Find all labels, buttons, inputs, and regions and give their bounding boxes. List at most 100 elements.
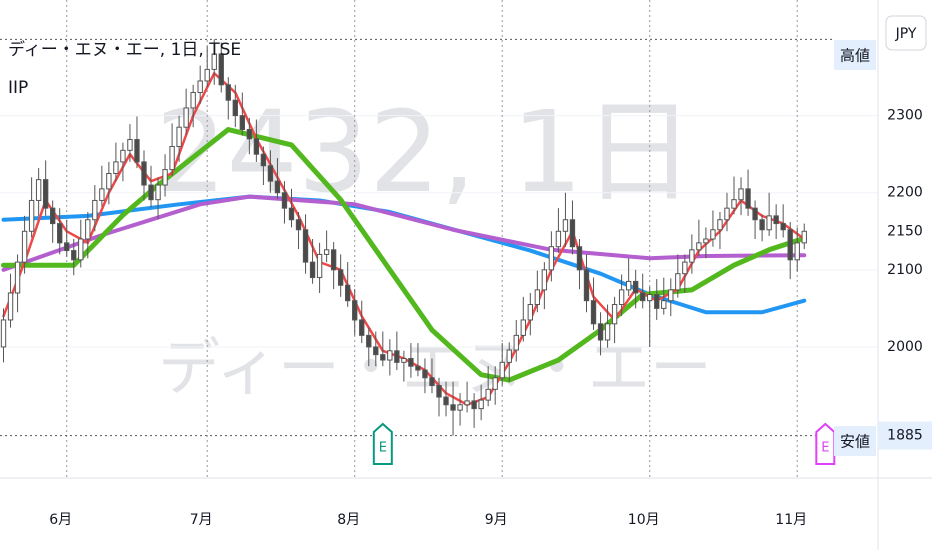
candle-body	[625, 280, 632, 291]
low-tag	[834, 426, 876, 456]
candle-body	[597, 323, 604, 341]
candle-body	[120, 149, 126, 163]
candle-body	[569, 219, 576, 248]
last-price: 2150	[887, 223, 923, 239]
candle-body	[689, 249, 695, 263]
event-label[interactable]: E	[821, 441, 829, 456]
candle-body	[394, 350, 400, 363]
candle-body	[225, 84, 231, 101]
x-tick-label: 9月	[485, 512, 508, 528]
candle-body	[7, 292, 14, 321]
candle-body	[780, 223, 786, 231]
low-price-tag	[878, 421, 932, 450]
candle-body	[675, 273, 681, 291]
candle-body	[576, 246, 583, 271]
candle-body	[640, 292, 646, 302]
chart-title: ディー・エヌ・エー, 1日, TSE	[8, 39, 241, 60]
candle-body	[28, 199, 35, 232]
x-tick-label: 11月	[775, 512, 807, 528]
event-label[interactable]: E	[379, 441, 387, 456]
candle-body	[492, 377, 498, 390]
candle-body	[632, 280, 639, 294]
candle-body	[35, 179, 42, 201]
candle-body	[647, 294, 653, 302]
candle-body	[696, 242, 702, 251]
candle-body	[717, 219, 723, 231]
candle-body	[450, 404, 456, 411]
candle-body	[253, 138, 260, 155]
event-flag[interactable]	[372, 422, 393, 465]
candle-body	[415, 365, 421, 371]
candle-body	[471, 400, 477, 410]
x-tick-label: 7月	[190, 512, 213, 528]
candle-body	[794, 242, 800, 261]
candle-body	[141, 161, 147, 186]
candle-body	[506, 349, 512, 363]
candle-body	[0, 319, 7, 348]
candle-body	[232, 99, 238, 117]
candle-body	[752, 207, 758, 221]
candle-body	[288, 207, 295, 221]
candle-body	[513, 334, 519, 351]
candle-body	[604, 323, 611, 341]
candle-body	[309, 261, 316, 279]
candle-body	[190, 92, 196, 109]
candle-body	[211, 53, 217, 70]
candle-body	[239, 115, 246, 131]
candle-body	[485, 388, 491, 401]
candle-body	[499, 361, 505, 379]
y-tick-label: 2000	[887, 339, 923, 355]
candle-body	[801, 230, 807, 244]
candle-body	[295, 219, 302, 231]
candle-body	[583, 269, 590, 302]
low-price: 1885	[887, 428, 923, 444]
candle-body	[457, 404, 463, 411]
candle-body	[534, 289, 541, 306]
candle-body	[710, 229, 716, 240]
candle-body	[359, 319, 365, 336]
last-price-tag	[879, 219, 931, 244]
candle-body	[366, 334, 372, 348]
candle-body	[555, 230, 562, 248]
candle-body	[106, 172, 112, 190]
candle-body	[541, 269, 548, 291]
candle-body	[50, 207, 56, 225]
low-label: 安値	[840, 433, 870, 451]
candle-body	[281, 192, 288, 209]
candle-body	[548, 246, 555, 271]
candle-body	[773, 215, 779, 225]
currency-box[interactable]	[885, 15, 927, 51]
candle-body	[330, 249, 337, 271]
candle-body	[274, 180, 281, 194]
candle-body	[99, 188, 105, 201]
candle-body	[590, 300, 597, 325]
currency[interactable]: JPY	[895, 26, 917, 42]
candle-body	[162, 169, 168, 186]
candle-body	[155, 184, 161, 201]
x-tick-label: 10月	[628, 512, 660, 528]
x-tick-label: 6月	[49, 512, 72, 528]
candle-body	[520, 319, 526, 336]
candle-body	[92, 199, 98, 221]
candle-body	[766, 215, 772, 231]
candle-body	[176, 126, 182, 147]
candle-body	[71, 250, 77, 261]
candle-body	[787, 229, 793, 261]
candle-body	[401, 358, 407, 363]
candle-body	[197, 80, 203, 94]
candle-body	[246, 129, 253, 140]
grid	[0, 0, 878, 478]
candle-body	[422, 369, 428, 379]
candle-body	[14, 261, 21, 294]
candle-body	[323, 249, 330, 255]
candle-body	[408, 358, 414, 367]
candle-body	[387, 350, 393, 361]
candle-body	[134, 139, 140, 163]
candle-body	[64, 242, 70, 252]
high-label: 高値	[840, 47, 870, 65]
candle-body	[703, 238, 709, 244]
candle-body	[436, 384, 442, 398]
candle-body	[373, 346, 379, 356]
candle-body	[738, 188, 744, 201]
